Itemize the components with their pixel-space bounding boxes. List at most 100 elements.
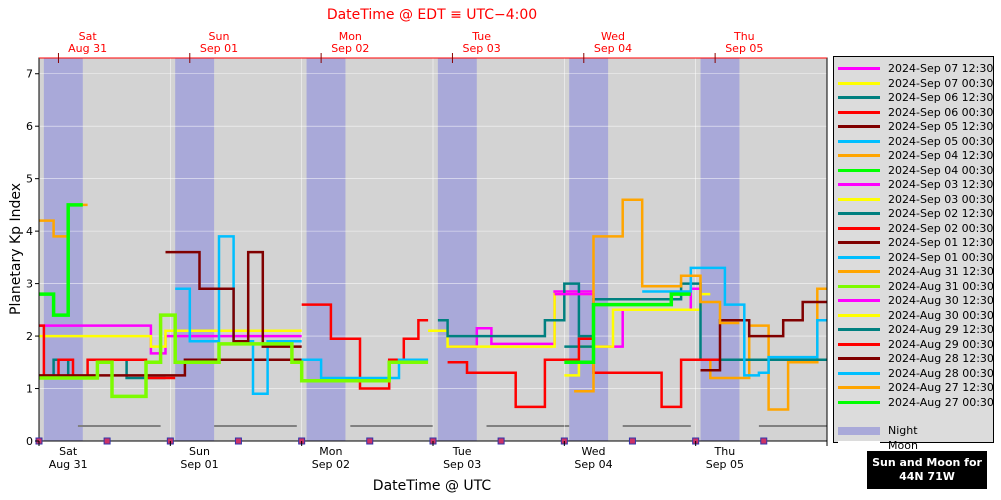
legend-swatch [838,255,880,259]
series-line-1 [39,329,302,348]
legend-swatch [838,386,880,389]
top-date-label: Sep 01 [200,42,238,55]
top-date-label: Sep 02 [331,42,369,55]
series-line-23 [564,292,691,365]
legend-swatch [838,226,880,230]
night-band [437,58,477,441]
legend-label: 2024-Sep 07 00:30 [888,76,994,90]
y-tick-label: 1 [26,383,33,396]
legend-item: 2024-Sep 04 00:30 [838,164,993,177]
x-day-label: Sat [59,445,78,458]
moon-marker [103,437,111,445]
legend-swatch [838,212,880,215]
legend-label: 2024-Sep 07 12:30 [888,62,994,75]
legend-swatch [838,110,880,114]
legend-swatch [838,183,880,186]
x-axis-label: DateTime @ UTC [373,478,492,494]
legend-label: 2024-Sep 02 12:30 [888,207,994,220]
legend-item: 2024-Sep 03 12:30 [838,178,993,191]
legend-swatch [838,270,880,273]
legend-label: 2024-Sep 05 12:30 [888,120,994,133]
moon-marker [234,437,242,445]
series-line-10 [437,282,594,338]
top-day-label: Mon [339,30,362,43]
series-line-7 [39,203,83,317]
legend-label: 2024-Sep 06 00:30 [888,105,994,119]
legend-label: 2024-Aug 31 12:30 [888,265,994,278]
legend-item: 2024-Sep 03 00:30 [838,193,993,206]
legend-swatch [838,241,880,244]
legend-item: 2024-Sep 07 00:30 [838,77,993,90]
night-band [175,58,215,441]
top-title: DateTime @ EDT ≡ UTC−4:00 [327,7,537,23]
top-day-label: Sun [209,30,230,43]
x-day-label: Wed [582,445,606,458]
x-day-label: Mon [319,445,342,458]
legend-swatch [838,371,880,375]
legend-item: 2024-Aug 29 12:30 [838,323,994,336]
legend-swatch [838,168,880,172]
legend-swatch [838,357,880,360]
x-day-label: Thu [714,445,736,458]
legend-item: 2024-Aug 29 00:30 [838,338,994,351]
legend-item: 2024-Sep 01 12:30 [838,236,993,249]
series-line-0 [39,324,302,355]
legend-swatch [838,328,880,331]
legend-swatch [838,284,880,288]
top-date-label: Sep 03 [463,42,501,55]
legend-item: 2024-Aug 31 12:30 [838,265,994,278]
series-line-22 [574,198,740,393]
top-date-label: Sep 05 [725,42,763,55]
legend-swatch [838,313,880,317]
top-day-label: Tue [471,30,491,43]
top-day-label: Thu [733,30,755,43]
legend-swatch [838,67,880,70]
legend-item: 2024-Sep 05 00:30 [838,135,993,148]
legend-swatch [838,139,880,143]
moon-marker [628,437,636,445]
legend-label: 2024-Aug 31 00:30 [888,279,994,293]
legend-swatch [838,197,880,201]
legend-label: 2024-Aug 29 00:30 [888,337,994,351]
legend-swatch [838,400,880,404]
legend-label: 2024-Sep 06 12:30 [888,91,994,104]
legend-item: 2024-Aug 28 12:30 [838,352,994,365]
moon-marker [497,437,505,445]
legend-label: 2024-Sep 01 00:30 [888,250,994,264]
legend-item: Moon [838,439,918,452]
legend-item: 2024-Sep 01 00:30 [838,251,993,264]
moon-marker [366,437,374,445]
y-axis-label: Planetary Kp Index [8,183,24,315]
series-line-15 [39,313,429,399]
night-band [569,58,609,441]
legend-swatch [838,342,880,346]
y-tick-label: 5 [26,173,33,186]
y-tick-label: 7 [26,68,33,81]
legend-item: 2024-Aug 28 00:30 [838,367,994,380]
legend-label: 2024-Aug 29 12:30 [888,323,994,336]
legend-item: 2024-Sep 02 00:30 [838,222,993,235]
y-tick-label: 3 [26,278,33,291]
legend-swatch [838,96,880,99]
y-tick-label: 0 [26,435,33,448]
top-day-label: Sat [79,30,98,43]
series-line-20 [700,300,827,372]
legend-item: 2024-Aug 30 12:30 [838,294,994,307]
series-line-19 [447,337,720,409]
legend-item: 2024-Aug 31 00:30 [838,280,994,293]
legend-label: 2024-Aug 28 12:30 [888,352,994,365]
legend-item: 2024-Sep 04 12:30 [838,149,993,162]
series-line-13 [301,358,429,380]
sun-moon-location-note: Sun and Moon for 44N 71W [867,451,987,489]
x-day-label: Tue [452,445,472,458]
legend-label: 2024-Sep 01 12:30 [888,236,994,249]
y-tick-label: 6 [26,120,33,133]
x-date-label: Sep 02 [312,458,350,471]
legend-item: 2024-Sep 05 12:30 [838,120,993,133]
legend-label: 2024-Aug 30 00:30 [888,308,994,322]
legend-swatch [838,441,880,449]
legend-swatch [838,125,880,128]
legend-label: 2024-Sep 05 00:30 [888,134,994,148]
legend-item: 2024-Sep 02 12:30 [838,207,993,220]
